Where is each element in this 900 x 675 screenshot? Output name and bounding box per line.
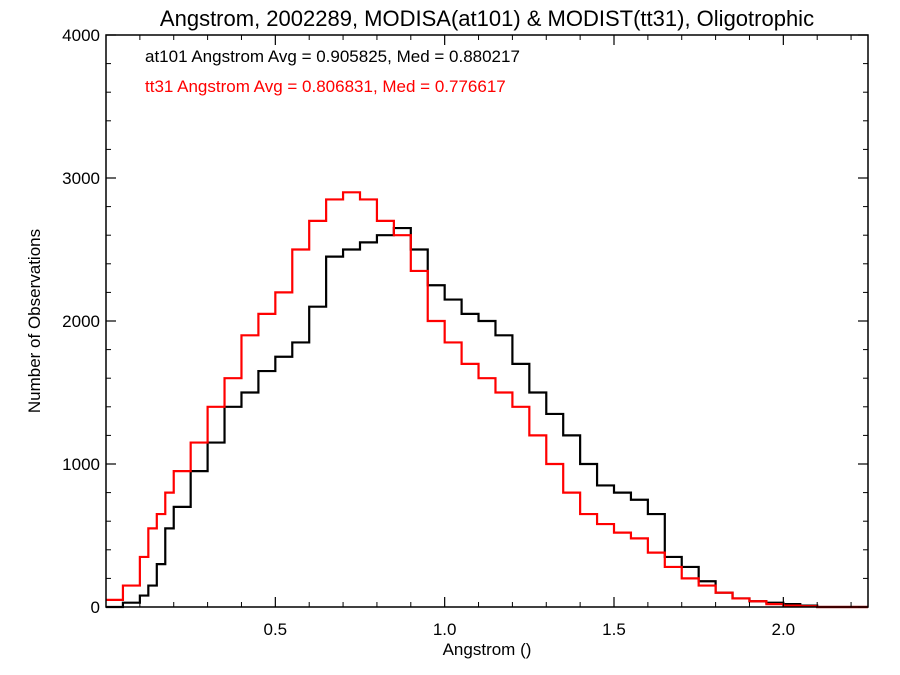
x-tick-label: 0.5 — [264, 620, 288, 639]
x-tick-label: 1.5 — [602, 620, 626, 639]
series-line-1 — [106, 191, 868, 609]
y-tick-label: 1000 — [62, 455, 100, 474]
x-axis-label: Angstrom () — [443, 640, 532, 659]
y-tick-label: 4000 — [62, 26, 100, 45]
y-tick-label: 0 — [91, 598, 100, 617]
x-tick-label: 2.0 — [772, 620, 796, 639]
y-tick-label: 2000 — [62, 312, 100, 331]
plot-frame — [105, 34, 869, 608]
chart-title: Angstrom, 2002289, MODISA(at101) & MODIS… — [160, 6, 814, 31]
y-tick-label: 3000 — [62, 169, 100, 188]
series-layer — [106, 191, 868, 609]
series-line-0 — [106, 226, 868, 609]
x-tick-label: 1.0 — [433, 620, 457, 639]
y-axis-label: Number of Observations — [25, 229, 44, 413]
ticks-layer: 0.5 1.0 1.5 2.0 0 1000 2000 3000 4000 — [62, 26, 868, 639]
annotation-red: tt31 Angstrom Avg = 0.806831, Med = 0.77… — [145, 77, 506, 96]
annotation-black: at101 Angstrom Avg = 0.905825, Med = 0.8… — [145, 47, 520, 66]
